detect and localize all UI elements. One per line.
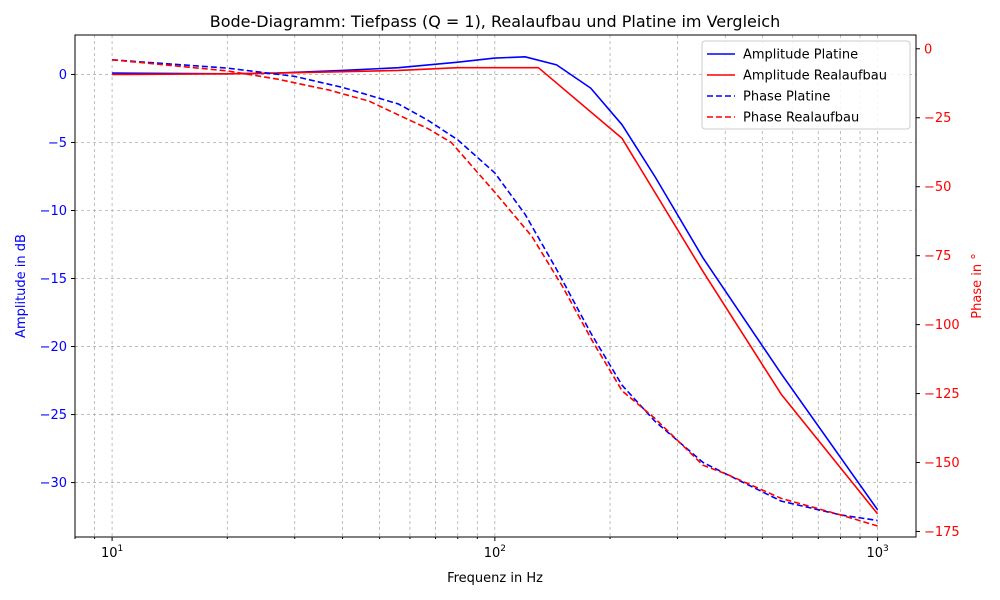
y-right-tick-label: −125 — [924, 387, 960, 402]
y-left-tick-label: −25 — [40, 408, 67, 423]
legend-box — [701, 40, 911, 130]
legend-entry-label: Phase Realaufbau — [743, 111, 859, 126]
y-right-tick-label: 0 — [924, 42, 932, 57]
y-right-tick-label: −150 — [924, 456, 960, 471]
plot-frame — [74, 34, 917, 538]
y-left-tick-label: −30 — [40, 476, 67, 491]
y-axis-right-title: Phase in ° — [970, 253, 985, 318]
series-lines — [112, 55, 879, 527]
y-axis-left: 0 −5 −10 −15 −20 −25 −30 — [40, 68, 75, 491]
x-tick-label: 101 — [101, 544, 123, 561]
x-tick-label: 102 — [484, 544, 506, 561]
y-axis-left-title: Amplitude in dB — [14, 234, 29, 338]
series-phase-platine-line — [112, 59, 878, 522]
y-left-tick-label: 0 — [59, 68, 67, 83]
y-axis-right: 0 −25 −50 −75 −100 −125 −150 −175 — [916, 42, 960, 540]
y-right-tick-label: −75 — [924, 249, 951, 264]
series-phase-realaufbau-line — [112, 59, 878, 527]
y-left-tick-label: −15 — [40, 272, 67, 287]
x-axis-title: Frequenz in Hz — [447, 571, 543, 586]
y-left-tick-label: −10 — [40, 204, 67, 219]
chart-title: Bode-Diagramm: Tiefpass (Q = 1), Realauf… — [210, 12, 780, 31]
legend: Amplitude Platine Amplitude Realaufbau Pha… — [701, 40, 911, 130]
y-left-tick-label: −20 — [40, 340, 67, 355]
legend-entry-label: Phase Platine — [743, 90, 830, 105]
y-right-tick-label: −175 — [924, 525, 960, 540]
legend-entry-label: Amplitude Platine — [743, 48, 858, 63]
y-right-tick-label: −25 — [924, 111, 951, 126]
y-right-tick-label: −100 — [924, 318, 960, 333]
x-axis: 101 102 103 — [74, 537, 889, 561]
x-tick-label: 103 — [866, 544, 888, 561]
y-left-tick-label: −5 — [48, 136, 67, 151]
y-right-tick-label: −50 — [924, 180, 951, 195]
legend-entry-label: Amplitude Realaufbau — [743, 69, 887, 84]
